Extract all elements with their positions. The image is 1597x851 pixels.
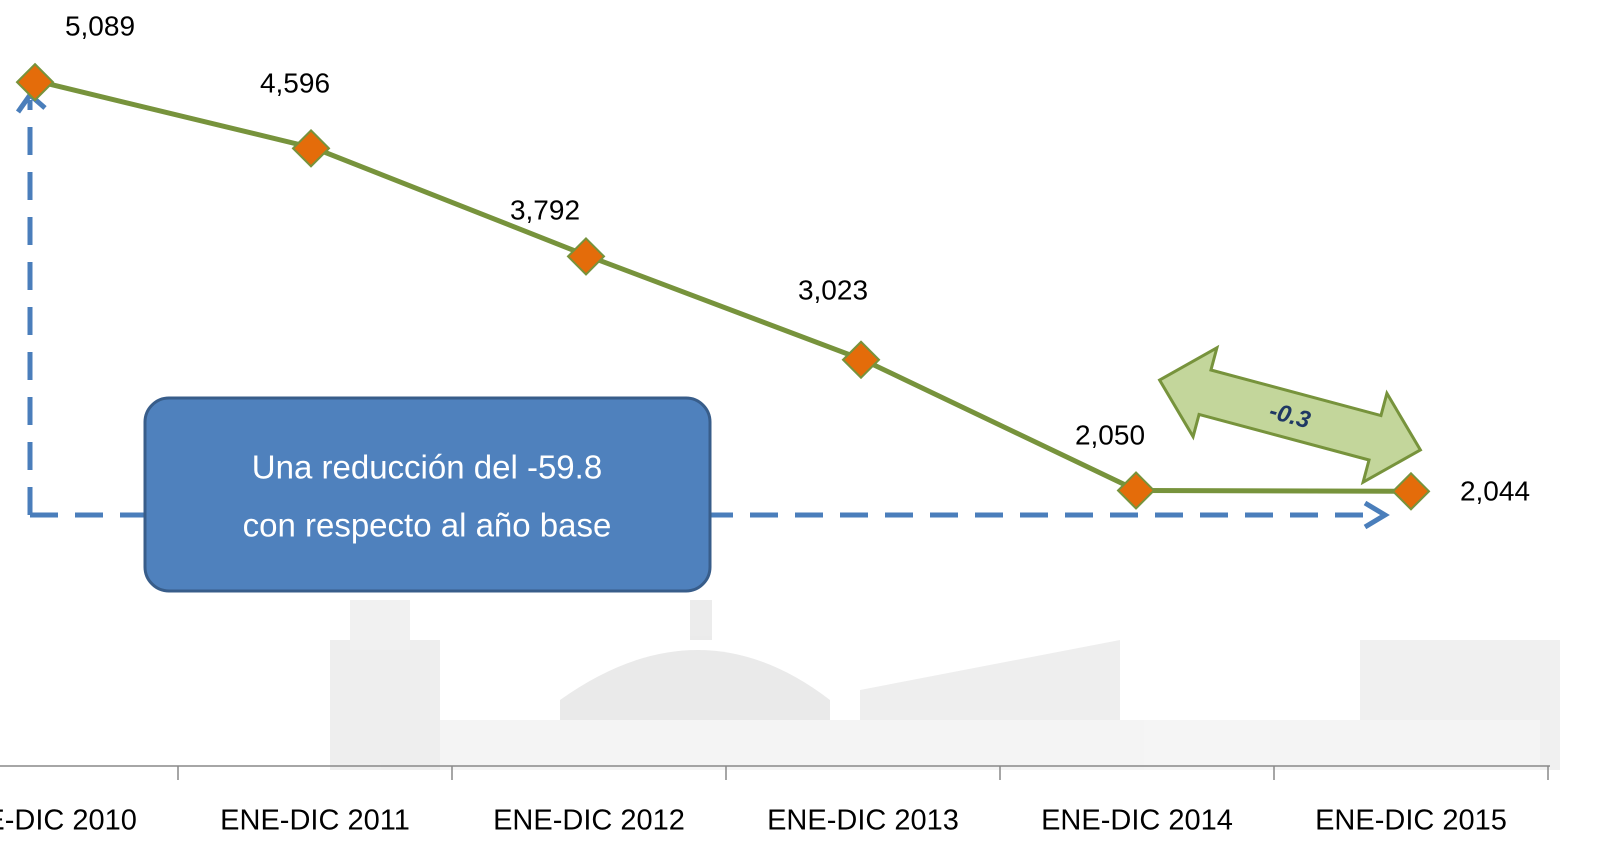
x-tick-label: ENE-DIC 2015: [1315, 805, 1507, 837]
marker: [15, 62, 55, 102]
marker: [1391, 471, 1431, 511]
background-skyline: [330, 600, 1560, 770]
value-label: 3,792: [510, 194, 580, 225]
series-line: [40, 79, 1412, 494]
value-label: 5,089: [65, 10, 135, 41]
x-tick-label: ENE-DIC 2014: [1041, 805, 1233, 837]
value-label: 2,050: [1075, 419, 1145, 450]
x-tick-label: ENE-DIC 2011: [220, 805, 410, 837]
value-label: 2,044: [1460, 475, 1530, 506]
value-label: 4,596: [260, 67, 330, 98]
marker: [841, 340, 881, 380]
marker: [566, 236, 606, 276]
marker: [291, 128, 331, 168]
callout-box: Una reducción del -59.8 con respecto al …: [143, 396, 712, 593]
marker: [1116, 471, 1156, 510]
callout-text: con respecto al año base: [243, 507, 612, 544]
plot: ENE-DIC 2010 ENE-DIC 2011 ENE-DIC 2012 ENE-…: [0, 10, 1549, 837]
x-tick-label: ENE-DIC 2013: [767, 805, 959, 837]
change-arrow: -0.3: [1157, 344, 1423, 486]
x-tick-label: ENE-DIC 2010: [0, 805, 137, 837]
x-tick-label: ENE-DIC 2012: [493, 805, 685, 837]
callout-text: Una reducción del -59.8: [252, 449, 602, 486]
value-label: 3,023: [798, 274, 868, 305]
